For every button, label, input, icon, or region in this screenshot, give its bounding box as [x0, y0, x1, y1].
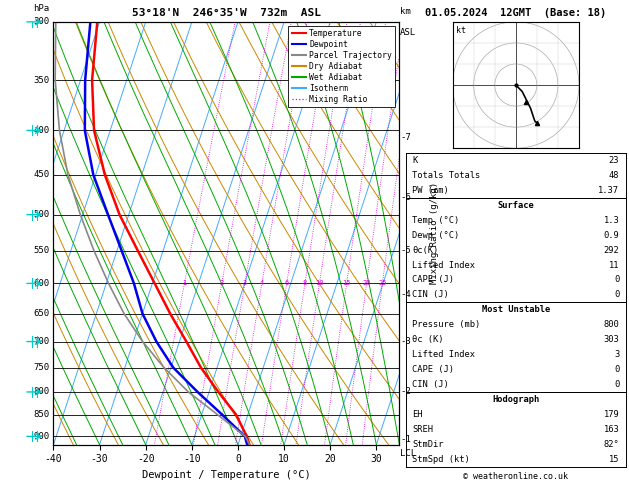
Text: 700: 700 [33, 337, 49, 346]
Text: -7: -7 [400, 133, 411, 142]
Text: -2: -2 [400, 387, 411, 397]
Text: -1: -1 [400, 435, 411, 444]
Text: θc(K): θc(K) [413, 245, 438, 255]
Legend: Temperature, Dewpoint, Parcel Trajectory, Dry Adiabat, Wet Adiabat, Isotherm, Mi: Temperature, Dewpoint, Parcel Trajectory… [288, 26, 396, 107]
Text: Surface: Surface [498, 201, 534, 210]
Text: 400: 400 [33, 126, 49, 135]
Text: -6: -6 [400, 193, 411, 202]
Text: -5: -5 [400, 246, 411, 255]
Text: 4: 4 [260, 280, 264, 286]
Text: Hodograph: Hodograph [492, 395, 540, 404]
Text: 292: 292 [603, 245, 619, 255]
Text: 0: 0 [614, 365, 619, 374]
Text: 750: 750 [33, 363, 49, 372]
Text: SREH: SREH [413, 425, 433, 434]
Text: 15: 15 [342, 280, 351, 286]
Text: 300: 300 [33, 17, 49, 26]
Text: 179: 179 [603, 410, 619, 419]
Text: 500: 500 [33, 210, 49, 219]
Text: 850: 850 [33, 410, 49, 419]
Text: kt: kt [457, 26, 466, 35]
Text: 650: 650 [33, 309, 49, 318]
Text: 450: 450 [33, 171, 49, 179]
Text: 600: 600 [33, 279, 49, 288]
Text: Temp (°C): Temp (°C) [413, 216, 460, 225]
Text: StmDir: StmDir [413, 440, 444, 449]
Text: EH: EH [413, 410, 423, 419]
Text: CIN (J): CIN (J) [413, 380, 449, 389]
Text: 10: 10 [315, 280, 324, 286]
Text: 6: 6 [284, 280, 289, 286]
Text: 3: 3 [614, 350, 619, 359]
Text: Pressure (mb): Pressure (mb) [413, 320, 481, 329]
Text: 303: 303 [603, 335, 619, 344]
Text: 1: 1 [182, 280, 187, 286]
Text: Lifted Index: Lifted Index [413, 350, 476, 359]
Text: 25: 25 [378, 280, 387, 286]
Text: 82°: 82° [603, 440, 619, 449]
Text: 800: 800 [33, 387, 49, 397]
Text: 800: 800 [603, 320, 619, 329]
Text: 2: 2 [220, 280, 224, 286]
Text: 23: 23 [609, 156, 619, 165]
Text: 0: 0 [614, 276, 619, 284]
Text: 11: 11 [609, 260, 619, 270]
Text: StmSpd (kt): StmSpd (kt) [413, 454, 470, 464]
Text: Mixing Ratio (g/kg): Mixing Ratio (g/kg) [430, 182, 438, 284]
Text: hPa: hPa [33, 4, 49, 14]
Text: 1.37: 1.37 [598, 186, 619, 195]
Text: LCL: LCL [400, 449, 416, 458]
Text: -3: -3 [400, 337, 411, 346]
Text: ASL: ASL [400, 28, 416, 37]
Text: 163: 163 [603, 425, 619, 434]
Text: 0: 0 [614, 380, 619, 389]
Text: Dewp (°C): Dewp (°C) [413, 231, 460, 240]
Text: Most Unstable: Most Unstable [482, 305, 550, 314]
Text: 53°18'N  246°35'W  732m  ASL: 53°18'N 246°35'W 732m ASL [132, 8, 321, 18]
Text: 48: 48 [609, 171, 619, 180]
Text: K: K [413, 156, 418, 165]
Text: Lifted Index: Lifted Index [413, 260, 476, 270]
Text: CIN (J): CIN (J) [413, 291, 449, 299]
Text: Totals Totals: Totals Totals [413, 171, 481, 180]
Text: CAPE (J): CAPE (J) [413, 276, 454, 284]
Text: 550: 550 [33, 246, 49, 255]
Text: 20: 20 [362, 280, 371, 286]
Text: km: km [400, 6, 411, 16]
Text: 8: 8 [303, 280, 307, 286]
Text: PW (cm): PW (cm) [413, 186, 449, 195]
Text: 15: 15 [609, 454, 619, 464]
Text: 1.3: 1.3 [603, 216, 619, 225]
Text: 01.05.2024  12GMT  (Base: 18): 01.05.2024 12GMT (Base: 18) [425, 8, 606, 18]
Text: 0.9: 0.9 [603, 231, 619, 240]
X-axis label: Dewpoint / Temperature (°C): Dewpoint / Temperature (°C) [142, 470, 311, 480]
Text: © weatheronline.co.uk: © weatheronline.co.uk [464, 472, 568, 481]
Text: 350: 350 [33, 75, 49, 85]
Text: 900: 900 [33, 432, 49, 441]
Text: -4: -4 [400, 290, 411, 299]
Text: CAPE (J): CAPE (J) [413, 365, 454, 374]
Text: 3: 3 [243, 280, 247, 286]
Text: 0: 0 [614, 291, 619, 299]
Text: θc (K): θc (K) [413, 335, 444, 344]
